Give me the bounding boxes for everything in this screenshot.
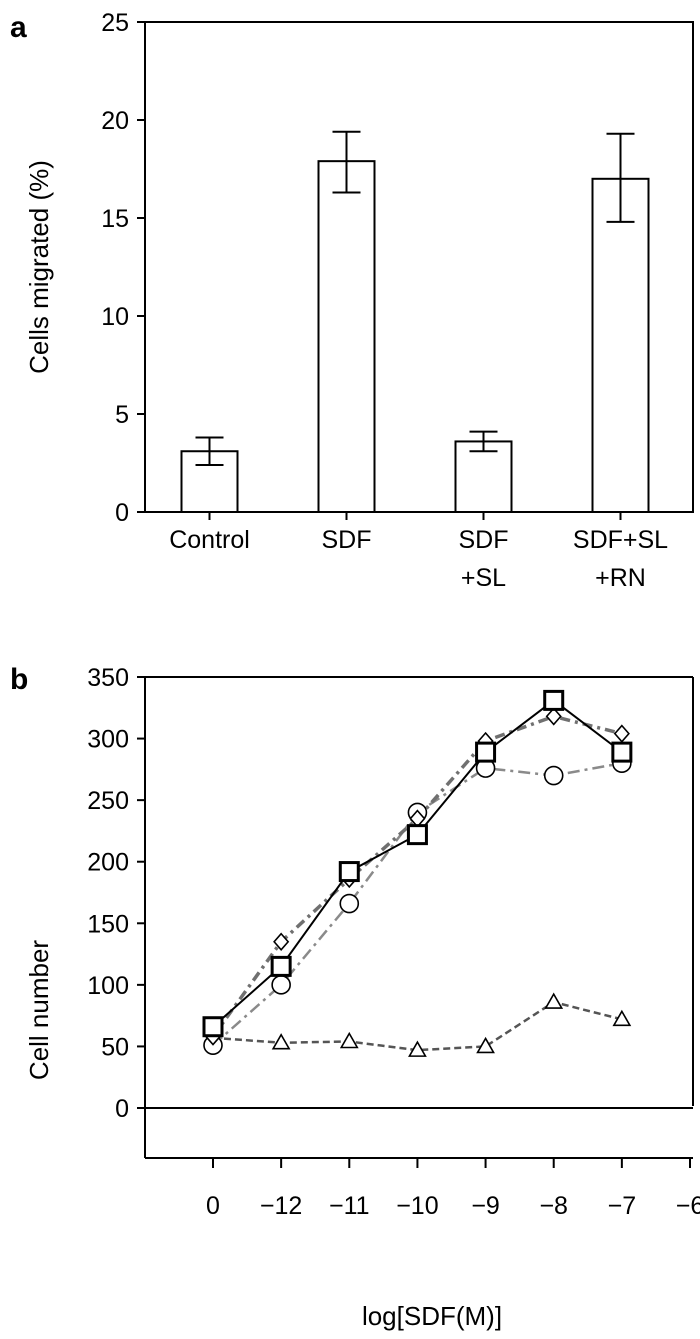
panel-b: b 0 50 100 150 200 250 300 350 0 −12 −11 −10 −9 −8 −7… <box>10 663 700 1331</box>
data-point-square <box>338 861 360 883</box>
bar <box>591 177 650 514</box>
y-tick-label: 25 <box>101 9 129 37</box>
data-point-square <box>611 741 633 763</box>
data-point-square <box>543 689 565 711</box>
panel-b-plot-area <box>145 677 693 913</box>
panel-b-series <box>202 689 633 1057</box>
panel-b-x-ticks: 0 −12 −11 −10 −9 −8 −7 −6 <box>206 1158 700 1220</box>
y-tick-label: 20 <box>101 107 129 135</box>
x-tick-label: SDF+SL <box>573 526 668 554</box>
data-point-circle <box>543 765 564 786</box>
data-point-square <box>202 1016 224 1038</box>
data-point-diamond <box>545 707 562 726</box>
x-tick-label: Control <box>169 526 250 554</box>
y-tick-label: 200 <box>87 849 129 877</box>
panel-b-y-axis-label: Cell number <box>24 940 54 1081</box>
panel-a-frame <box>144 21 694 513</box>
data-point-diamond <box>273 932 290 951</box>
y-tick-label: 350 <box>87 664 129 692</box>
data-point-triangle <box>271 1033 291 1050</box>
panel-a-label: a <box>10 11 27 44</box>
y-tick-label: 50 <box>101 1033 129 1061</box>
panel-a-y-ticks: 0 5 10 15 20 25 <box>101 9 145 527</box>
x-tick-label: +SL <box>461 564 506 592</box>
data-point-triangle <box>476 1036 495 1054</box>
x-tick-label: −12 <box>260 1192 302 1220</box>
data-point-circle <box>271 975 291 995</box>
panel-b-frame <box>144 676 694 1159</box>
data-point-square <box>270 955 292 977</box>
y-tick-label: 250 <box>87 787 129 815</box>
x-tick-label: −11 <box>329 1192 370 1220</box>
data-point-triangle <box>408 1040 427 1057</box>
bar <box>317 160 376 513</box>
data-point-circle <box>339 893 360 914</box>
x-tick-label: −10 <box>396 1192 438 1220</box>
data-point-triangle <box>339 1031 359 1049</box>
data-point-triangle <box>612 1009 632 1027</box>
x-tick-label: −7 <box>608 1192 637 1220</box>
panel-a-bars <box>180 130 650 514</box>
y-tick-label: 15 <box>101 205 129 233</box>
y-tick-label: 150 <box>87 910 129 938</box>
y-tick-label: 10 <box>101 303 129 331</box>
x-tick-label: −9 <box>471 1192 500 1220</box>
data-point-square <box>406 824 428 846</box>
x-tick-label: SDF <box>322 526 372 554</box>
y-tick-label: 100 <box>87 972 129 1000</box>
x-tick-label: SDF <box>459 526 509 554</box>
panel-b-y-ticks: 0 50 100 150 200 250 300 350 <box>87 664 145 1123</box>
y-tick-label: 5 <box>115 401 129 429</box>
x-tick-label: +RN <box>595 564 646 592</box>
data-point-diamond <box>613 724 630 743</box>
data-point-square <box>475 741 497 763</box>
data-point-triangle <box>544 992 564 1009</box>
y-tick-label: 0 <box>115 499 129 527</box>
y-tick-label: 300 <box>87 726 129 754</box>
series-line-square <box>212 699 623 1028</box>
y-tick-label: 0 <box>115 1095 129 1123</box>
x-tick-label: −6 <box>676 1192 700 1220</box>
panel-b-x-axis-label: log[SDF(M)] <box>362 1301 502 1331</box>
x-tick-label: −8 <box>539 1192 568 1220</box>
panel-a-y-axis-label: Cells migrated (%) <box>24 160 54 374</box>
x-tick-label: 0 <box>206 1192 220 1220</box>
panel-b-label: b <box>10 663 28 696</box>
